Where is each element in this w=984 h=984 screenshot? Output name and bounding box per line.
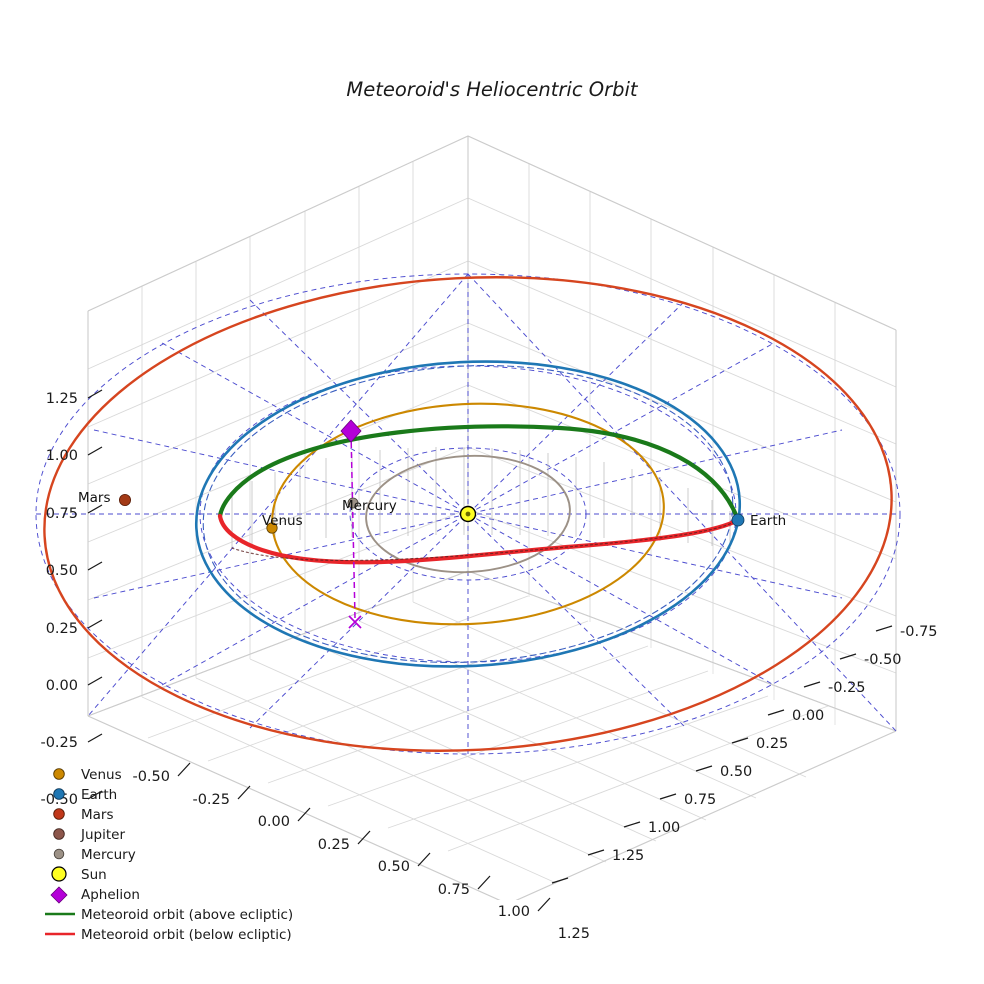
z-tick: 0.75 [46,506,78,522]
orbit-mars [43,276,893,752]
x-tick: 1.25 [558,926,590,942]
meteoroid-orbit-above-ecliptic [217,424,741,523]
meteoroid-orbit-projection [231,520,737,562]
legend-item-jupiter[interactable]: Jupiter [53,827,126,843]
legend-item-sun[interactable]: Sun [51,866,107,883]
planet-label-earth: Earth [750,513,786,529]
x-tick: -0.25 [192,792,230,808]
y-tick: 0.25 [756,736,788,752]
planet-label-venus: Venus [262,513,303,529]
planet-annotations: Mars Venus Mercury Earth [78,490,786,529]
z-tick: 1.00 [46,448,78,464]
planet-label-mercury: Mercury [342,498,397,514]
page-title: Meteoroid's Heliocentric Orbit [346,78,639,101]
aphelion-marker [340,419,362,443]
aphelion-projection-x [348,615,362,629]
marker-venus [266,522,278,534]
legend-label: Meteoroid orbit (below ecliptic) [81,927,292,943]
orbit-earth-dashed [202,365,734,663]
y-tick: 0.00 [792,708,824,724]
legend-item-orbit-below[interactable]: Meteoroid orbit (below ecliptic) [45,927,292,943]
legend-label: Earth [81,787,117,803]
aphelion-group [340,419,362,629]
axis-ticks [87,389,893,912]
marker-sun-core [465,511,471,517]
legend-label: Mars [81,807,114,823]
z-tick: 0.50 [46,563,78,579]
meteoroid-orbit-below-ecliptic [217,513,741,565]
x-tick: 0.50 [378,859,410,875]
z-tick: -0.25 [40,735,78,751]
planet-markers [119,493,745,534]
legend-marker-diamond [50,886,68,904]
legend-item-aphelion[interactable]: Aphelion [50,886,140,904]
z-tick: -0.50 [40,792,78,808]
z-tick: 0.00 [46,678,78,694]
legend-marker-circle [53,808,65,820]
z-tick: 0.25 [46,621,78,637]
x-tick: 0.25 [318,837,350,853]
x-axis-tick-labels: -0.50 -0.25 0.00 0.25 0.50 0.75 1.00 1.2… [132,769,590,942]
legend-label: Sun [81,867,107,883]
z-tick: 1.25 [46,391,78,407]
y-tick: 0.50 [720,764,752,780]
legend-label: Venus [81,767,122,783]
y-axis-tick-labels: -0.75 -0.50 -0.25 0.00 0.25 0.50 0.75 1.… [612,624,938,864]
y-tick: 0.75 [684,792,716,808]
legend-marker-circle [53,848,65,860]
x-tick: 0.75 [438,882,470,898]
y-tick: -0.75 [900,624,938,640]
legend-marker-circle [53,828,65,840]
legend-item-mars[interactable]: Mars [53,807,114,823]
x-tick: -0.50 [132,769,170,785]
orbit-earth [194,360,742,668]
legend-item-venus[interactable]: Venus [53,767,122,783]
marker-mars [119,493,132,506]
legend-label: Jupiter [80,827,125,843]
legend-label: Aphelion [81,887,140,903]
legend-item-earth[interactable]: Earth [53,787,118,803]
marker-earth [731,513,745,527]
legend-marker-circle [53,768,65,780]
legend-box[interactable]: Venus Earth Mars Jupiter Mercury Sun Aph… [45,767,293,943]
legend-label: Meteoroid orbit (above ecliptic) [81,907,293,923]
legend-marker-circle [51,866,67,882]
x-tick: 1.00 [498,904,530,920]
x-tick: 0.00 [258,814,290,830]
marker-mercury [347,497,359,509]
orbit-mercury [365,454,571,574]
z-axis-tick-labels: 1.25 1.00 0.75 0.50 0.25 0.00 -0.25 -0.5… [40,391,78,808]
y-tick: -0.50 [864,652,902,668]
planet-orbits [43,276,893,752]
y-tick: 1.00 [648,820,680,836]
aphelion-drop-line [350,431,356,619]
legend-marker-circle [53,788,65,800]
legend-label: Mercury [81,847,136,863]
y-tick: -0.25 [828,680,866,696]
meteoroid-orbit [217,424,741,565]
planet-label-mars: Mars [78,490,111,506]
legend-item-orbit-above[interactable]: Meteoroid orbit (above ecliptic) [45,907,293,923]
y-tick: 1.25 [612,848,644,864]
legend-item-mercury[interactable]: Mercury [53,847,136,863]
